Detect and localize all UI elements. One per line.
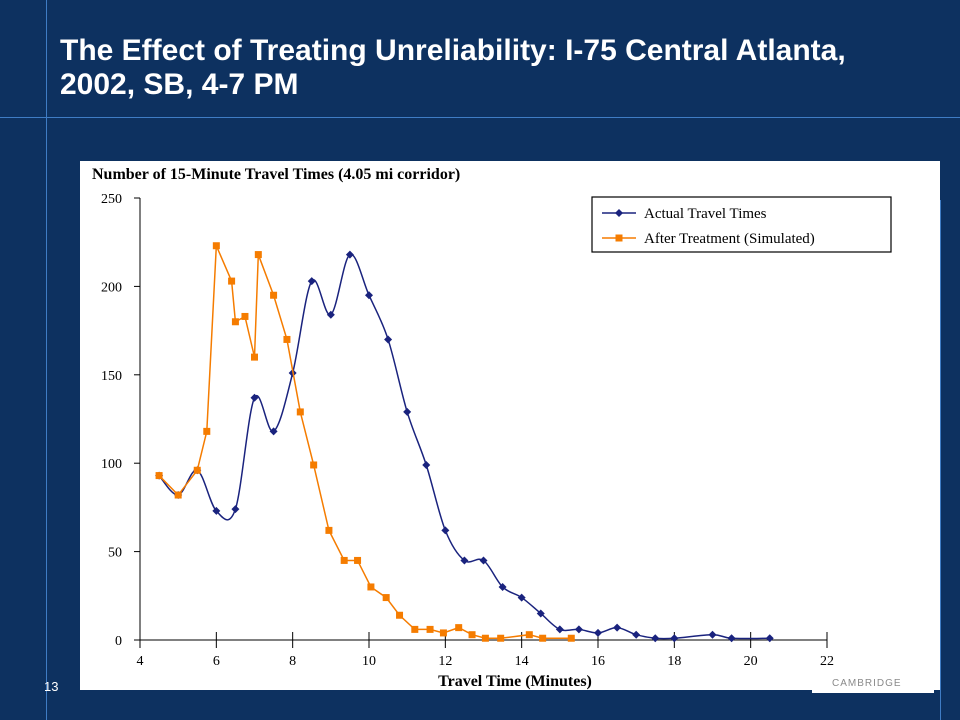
data-point [555, 625, 564, 634]
data-point [481, 634, 489, 642]
data-point [325, 526, 333, 534]
data-point [212, 242, 220, 250]
data-point [212, 506, 221, 515]
y-tick-label: 200 [101, 280, 122, 295]
x-tick-label: 10 [362, 654, 376, 669]
series-simulated [155, 242, 575, 642]
series-line [158, 253, 770, 640]
x-axis-label: Travel Time (Minutes) [438, 673, 592, 690]
x-tick-label: 6 [213, 654, 220, 669]
data-point [365, 291, 373, 300]
data-point [250, 393, 259, 402]
data-point [310, 461, 318, 469]
data-point [536, 609, 545, 618]
legend-label: After Treatment (Simulated) [644, 231, 815, 247]
data-point [468, 631, 476, 639]
right-accent-line [940, 200, 941, 720]
y-tick-label: 50 [108, 546, 122, 561]
data-point [517, 593, 526, 602]
data-point [651, 634, 660, 643]
data-point [460, 556, 469, 565]
data-point [439, 629, 447, 637]
data-point [241, 312, 249, 320]
x-tick-label: 22 [820, 654, 834, 669]
data-point [296, 408, 304, 416]
x-tick-label: 14 [515, 654, 529, 669]
data-point [354, 556, 362, 564]
x-tick-label: 20 [744, 654, 758, 669]
data-point [384, 335, 393, 344]
data-point [613, 623, 622, 632]
data-point [193, 466, 201, 474]
data-point [396, 611, 404, 619]
x-tick-label: 8 [289, 654, 296, 669]
chart-title: Number of 15-Minute Travel Times (4.05 m… [92, 166, 460, 183]
data-point [228, 277, 236, 285]
data-point [203, 427, 211, 435]
data-point [497, 634, 505, 642]
header-divider-line [0, 117, 960, 118]
data-point [283, 335, 291, 343]
data-point [670, 634, 679, 643]
data-point [367, 583, 375, 591]
x-tick-label: 18 [667, 654, 681, 669]
chart-panel: Number of 15-Minute Travel Times (4.05 m… [80, 161, 940, 690]
slide-number: 13 [44, 679, 59, 694]
legend-label: Actual Travel Times [644, 206, 767, 222]
data-point [479, 556, 488, 565]
series-line [158, 245, 572, 639]
data-point [340, 556, 348, 564]
data-point [441, 526, 450, 535]
data-point [254, 251, 262, 259]
left-accent-line [46, 0, 47, 720]
data-point [403, 407, 412, 416]
data-point [326, 310, 335, 319]
data-point [382, 594, 390, 602]
data-point [632, 630, 641, 639]
data-point [307, 277, 316, 286]
travel-time-chart: Number of 15-Minute Travel Times (4.05 m… [92, 166, 892, 690]
data-point [231, 318, 239, 326]
data-point [155, 472, 163, 480]
legend-marker [615, 209, 623, 217]
chart-legend: Actual Travel Times After Treatment (Simu… [591, 196, 892, 253]
data-point [539, 634, 547, 642]
legend-box [591, 196, 892, 253]
data-point [251, 353, 258, 361]
data-point [765, 634, 774, 643]
y-tick-label: 150 [101, 369, 122, 384]
data-point [708, 630, 717, 639]
series-actual [155, 250, 774, 643]
data-point [422, 460, 431, 469]
legend-marker [615, 234, 623, 242]
data-point [574, 625, 583, 634]
slide-title: The Effect of Treating Unreliability: I-… [60, 34, 846, 101]
data-point [345, 250, 354, 259]
footer-logo-box: CAMBRIDGE [812, 678, 934, 693]
y-tick-label: 100 [101, 457, 122, 472]
data-point [270, 291, 278, 299]
x-tick-label: 12 [438, 654, 452, 669]
data-point [411, 625, 419, 633]
x-tick-label: 4 [137, 654, 144, 669]
data-point [174, 491, 182, 499]
footer-logo-text: CAMBRIDGE [832, 678, 902, 689]
data-point [727, 634, 736, 643]
data-point [594, 628, 602, 637]
y-tick-label: 250 [101, 192, 122, 207]
data-point [498, 582, 507, 591]
data-point [455, 624, 463, 632]
x-tick-label: 16 [591, 654, 605, 669]
data-point [269, 427, 278, 436]
y-tick-label: 0 [115, 634, 122, 649]
data-point [567, 634, 575, 642]
data-point [231, 505, 240, 514]
data-point [525, 631, 533, 639]
data-point [426, 625, 434, 633]
